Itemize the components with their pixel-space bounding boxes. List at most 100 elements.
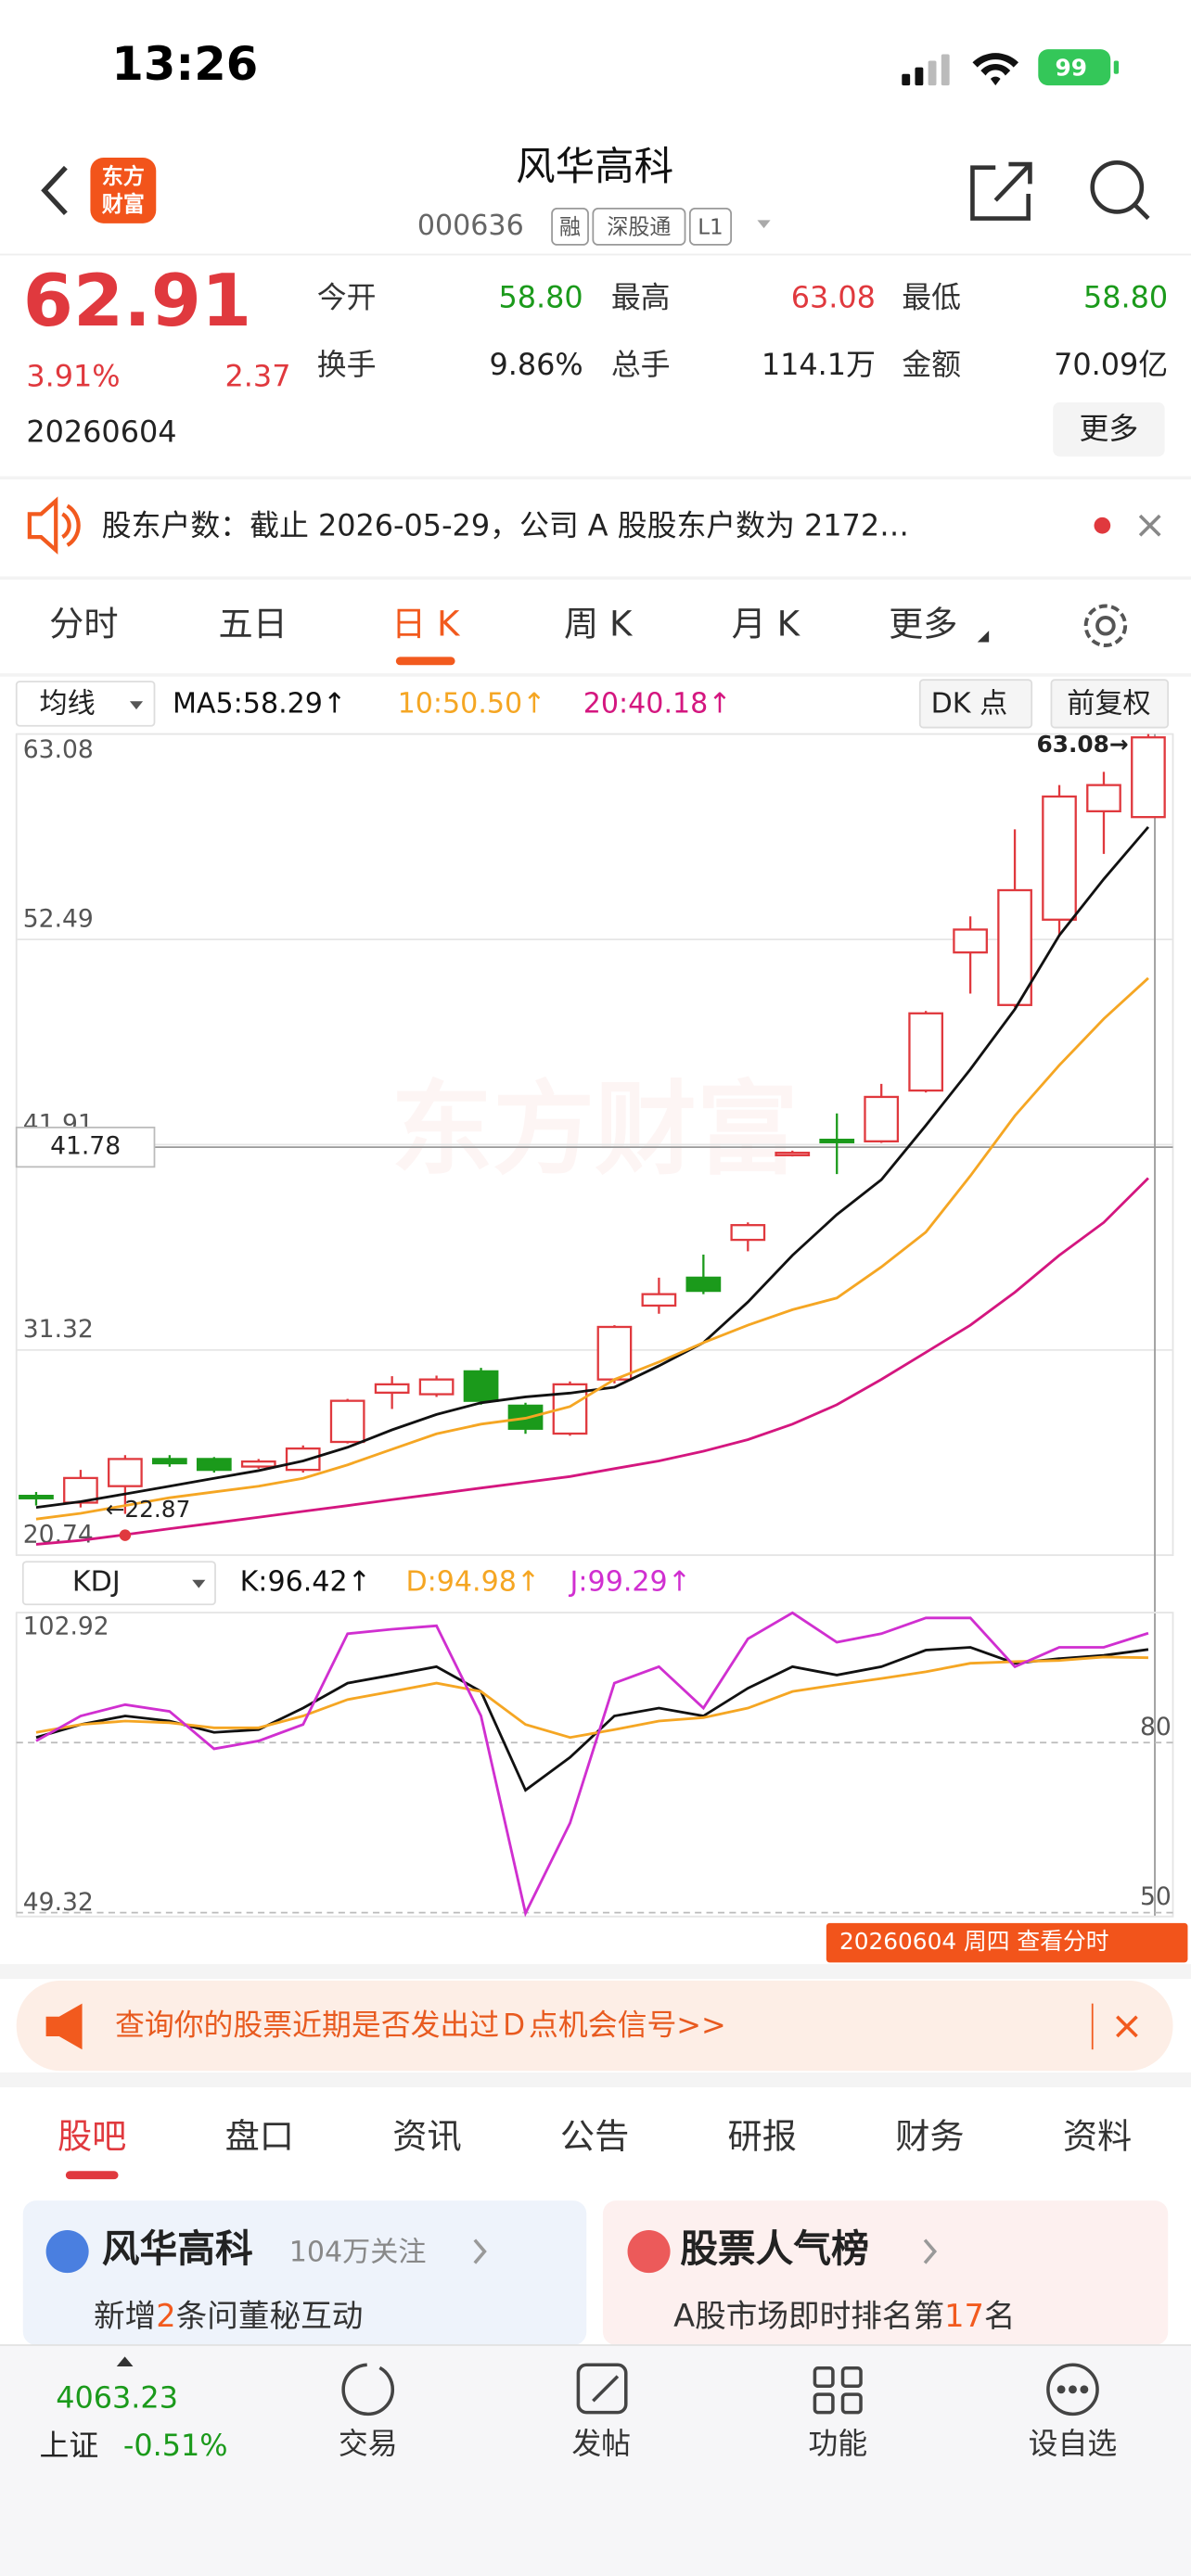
stat-label: 最低: [902, 279, 961, 314]
crosshair-label-box: [15, 1126, 156, 1168]
y2-tick-label: 50: [1140, 1882, 1172, 1911]
stock-tag: 深股通: [607, 216, 671, 240]
candle-body: [463, 1370, 499, 1402]
candle-body: [997, 888, 1032, 1006]
status-time: 13:26: [111, 37, 258, 91]
share-button[interactable]: [970, 161, 1032, 221]
card-icon: [627, 2230, 671, 2274]
back-button[interactable]: [41, 165, 68, 216]
card-title[interactable]: 风华高科: [102, 2226, 253, 2271]
stock-code: 000636: [417, 210, 524, 242]
candle-body: [285, 1447, 321, 1472]
high-annotation: 63.08→: [1037, 731, 1129, 758]
sub-tab[interactable]: 研报: [728, 2115, 797, 2156]
low-annotation: ←22.87: [106, 1496, 191, 1523]
ma-selector-box[interactable]: [15, 681, 156, 727]
chart-tab[interactable]: 更多: [889, 603, 957, 644]
adjust-button-label[interactable]: 前复权: [1067, 687, 1150, 720]
app-logo: [90, 158, 157, 223]
y-tick-label: 52.49: [23, 904, 94, 933]
kdj-selector-box[interactable]: [21, 1561, 216, 1606]
stock-name: 风华高科: [516, 145, 673, 190]
banner-bg[interactable]: [16, 1980, 1173, 2072]
sub-tab[interactable]: 财务: [895, 2115, 964, 2156]
stat-label: 最高: [611, 279, 671, 314]
stock-tag: 融: [559, 216, 581, 240]
kdj-selector[interactable]: KDJ: [72, 1566, 121, 1599]
legend-entry: D:94.98↑: [405, 1566, 540, 1599]
ma-selector[interactable]: 均线: [40, 687, 96, 720]
expand-arrow[interactable]: [116, 2356, 134, 2367]
candle-body: [641, 1293, 677, 1307]
card-meta: 104万关注: [289, 2236, 427, 2268]
candle-body: [864, 1095, 900, 1142]
card-bg[interactable]: [22, 2200, 587, 2345]
status-icons: [902, 49, 1120, 86]
logo-text: 财富: [102, 192, 145, 217]
card-icon: [45, 2230, 89, 2274]
dk-button[interactable]: [918, 679, 1033, 729]
date-tag[interactable]: 20260604 周四 查看分时: [839, 1928, 1109, 1955]
sub-tab[interactable]: 资讯: [392, 2115, 461, 2156]
index-change[interactable]: -0.51%: [123, 2428, 228, 2463]
candle-body: [953, 928, 988, 954]
tag-dropdown[interactable]: [757, 220, 771, 229]
index-value[interactable]: 4063.23: [56, 2379, 178, 2415]
chart-tab[interactable]: 日 K: [391, 603, 461, 644]
sub-tab[interactable]: 股吧: [58, 2115, 126, 2156]
candle-body: [196, 1458, 232, 1472]
tag-box: [592, 208, 686, 246]
stat-value: 58.80: [1083, 279, 1168, 314]
legend-entry: MA5:58.29↑: [173, 687, 346, 720]
chart-tab[interactable]: 五日: [219, 603, 288, 644]
more-button[interactable]: 更多: [1080, 411, 1139, 446]
sub-tab[interactable]: 盘口: [225, 2115, 294, 2156]
search-button[interactable]: [1090, 160, 1150, 221]
candle-body: [1086, 784, 1121, 813]
battery-level: 99: [1055, 54, 1087, 81]
sub-tab-underline: [65, 2171, 119, 2180]
close-banner[interactable]: [1116, 2015, 1138, 2038]
candle-body: [1042, 795, 1077, 921]
index-name[interactable]: 上证: [40, 2428, 99, 2463]
sub-tab[interactable]: 资料: [1063, 2115, 1132, 2156]
nav-item[interactable]: 设自选: [1029, 2426, 1118, 2461]
notice-text[interactable]: 股东户数：截止 2026-05-29，公司 A 股股东户数为 2172…: [102, 507, 909, 542]
stat-label: 换手: [317, 347, 377, 382]
last-price: 62.91: [23, 260, 251, 343]
ma-line: [35, 825, 1150, 1510]
dk-button-label[interactable]: DK 点: [931, 687, 1008, 720]
card-bg[interactable]: [602, 2200, 1169, 2345]
detail-part: 条问董秘互动: [176, 2297, 364, 2333]
stat-value: 63.08: [791, 279, 876, 314]
more-button-bg[interactable]: [1053, 402, 1165, 457]
chart-tab[interactable]: 分时: [49, 603, 118, 644]
nav-item[interactable]: 发帖: [571, 2426, 631, 2461]
adjust-button[interactable]: [1050, 679, 1170, 729]
nav-item[interactable]: 交易: [339, 2426, 398, 2461]
banner-text[interactable]: 查询你的股票近期是否发出过Ｄ点机会信号>>: [115, 2007, 726, 2042]
candle-body: [240, 1460, 276, 1468]
divider: [0, 576, 1191, 580]
candle-body: [151, 1458, 187, 1465]
y-tick-label: 49.32: [23, 1888, 94, 1917]
card-chevron: [473, 2238, 938, 2264]
candle-body: [374, 1383, 410, 1395]
card-title[interactable]: 股票人气榜: [680, 2226, 869, 2271]
card-detail: A股市场即时排名第17名: [673, 2297, 1015, 2333]
sub-tab[interactable]: 公告: [560, 2115, 629, 2156]
chart-tab[interactable]: 月 K: [732, 603, 801, 644]
dropdown-arrow: [129, 701, 144, 710]
stat-value: 114.1万: [762, 347, 876, 382]
watermark: 东方财富: [391, 1070, 799, 1189]
chart-tab[interactable]: 周 K: [564, 603, 634, 644]
candle-body: [908, 1012, 944, 1092]
candle-body: [108, 1458, 143, 1487]
settings-button[interactable]: [1083, 604, 1128, 647]
nav-item[interactable]: 功能: [808, 2426, 867, 2461]
stat-label: 金额: [902, 347, 961, 382]
date-tag-bg[interactable]: [826, 1922, 1188, 1963]
close-notice[interactable]: [1138, 514, 1161, 537]
divider: [0, 2072, 1191, 2087]
